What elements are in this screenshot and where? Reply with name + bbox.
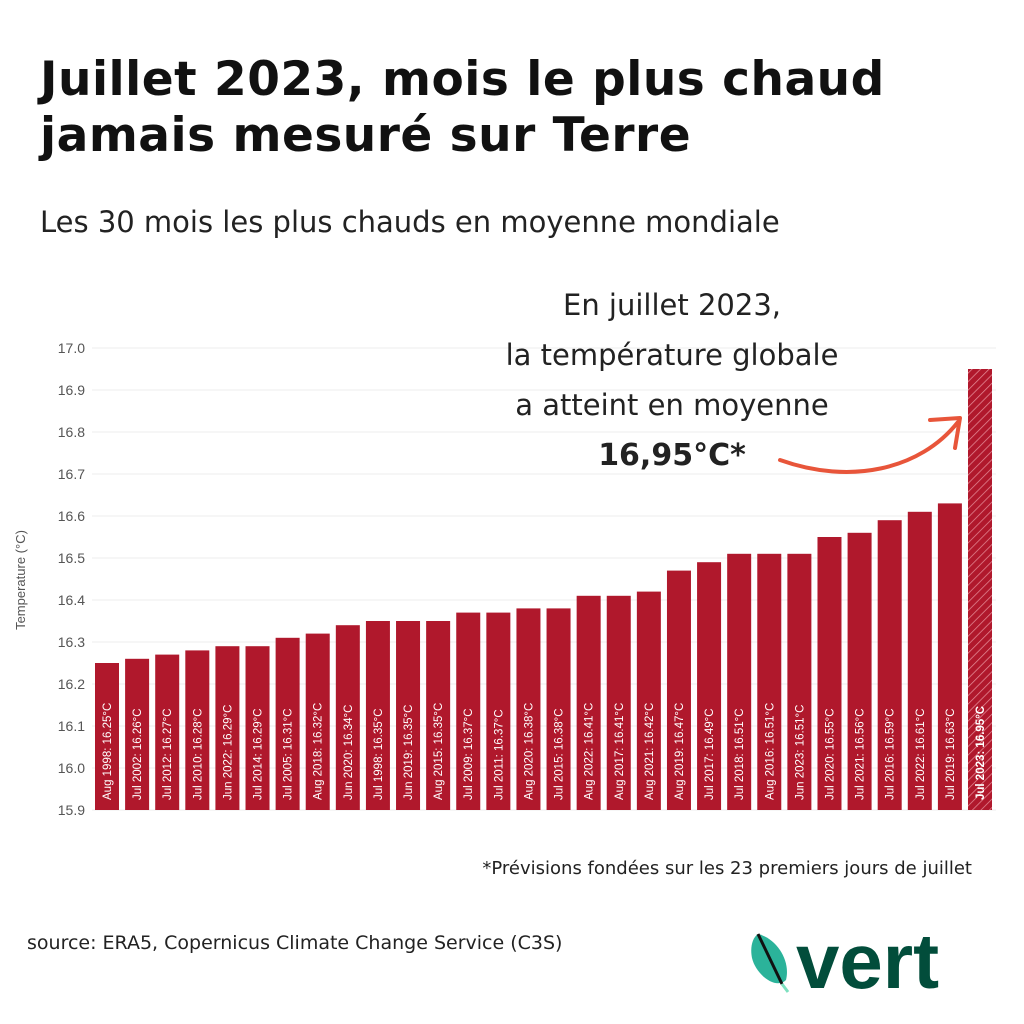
bar-label: Jul 2012: 16.27°C bbox=[162, 708, 174, 800]
bar-label: Jul 2009: 16.37°C bbox=[463, 708, 475, 800]
vert-logo: vert bbox=[746, 917, 1006, 1005]
bar-label: Aug 2020: 16.38°C bbox=[523, 703, 535, 800]
title-line-1: Juillet 2023, mois le plus chaud bbox=[40, 52, 885, 107]
y-tick-label: 16.8 bbox=[58, 424, 85, 440]
bar bbox=[486, 612, 511, 810]
bar-chart: Aug 1998: 16.25°C Jul 2002: 16.26°C Jul 20… bbox=[13, 340, 996, 818]
bar bbox=[125, 658, 150, 810]
source-text: source: ERA5, Copernicus Climate Change … bbox=[27, 932, 563, 954]
subtitle: Les 30 mois les plus chauds en moyenne m… bbox=[40, 205, 780, 239]
bar bbox=[817, 537, 842, 810]
footnote: *Prévisions fondées sur les 23 premiers … bbox=[482, 858, 972, 879]
bar bbox=[907, 511, 932, 810]
bar bbox=[757, 553, 782, 810]
bar-label: Jul 2005: 16.31°C bbox=[283, 708, 295, 800]
bar bbox=[697, 562, 722, 810]
bar bbox=[215, 646, 240, 810]
y-tick-label: 16.1 bbox=[58, 718, 85, 734]
bar-label: Jul 2015: 16.38°C bbox=[554, 708, 566, 800]
annotation-highlight: 16,95°C* bbox=[598, 438, 746, 473]
bar-label: Jul 2002: 16.26°C bbox=[132, 708, 144, 800]
bar bbox=[968, 369, 992, 810]
bar bbox=[546, 608, 571, 810]
bar-label: Jul 2020: 16.55°C bbox=[824, 708, 836, 800]
bar-label: Aug 2017: 16.41°C bbox=[614, 703, 626, 800]
annotation: En juillet 2023, la température globale … bbox=[452, 280, 892, 481]
y-tick-label: 16.5 bbox=[58, 550, 85, 566]
bar bbox=[95, 663, 119, 810]
bar-label: Aug 2015: 16.35°C bbox=[433, 703, 445, 800]
leaf-icon: vert bbox=[751, 917, 939, 1005]
bar-label: Jul 1998: 16.35°C bbox=[373, 708, 385, 800]
y-tick-label: 16.2 bbox=[58, 676, 85, 692]
bar bbox=[666, 570, 691, 810]
bar-label: Aug 2016: 16.51°C bbox=[764, 703, 776, 800]
bar-label: Jun 2023: 16.51°C bbox=[794, 705, 806, 800]
y-tick-label: 16.3 bbox=[58, 634, 85, 650]
bar bbox=[155, 654, 180, 810]
bar-label: Jul 2022: 16.61°C bbox=[915, 708, 927, 800]
bar bbox=[275, 637, 300, 810]
bar-label: Aug 2022: 16.41°C bbox=[584, 703, 596, 800]
bar bbox=[516, 608, 541, 810]
bar-label: Aug 2018: 16.32°C bbox=[313, 703, 325, 800]
bar bbox=[245, 646, 270, 810]
bar bbox=[335, 625, 360, 810]
title-line-2: jamais mesuré sur Terre bbox=[40, 108, 692, 163]
bar bbox=[727, 553, 752, 810]
bar-label: Jul 2010: 16.28°C bbox=[192, 708, 204, 800]
bar-label: Jul 2019: 16.63°C bbox=[945, 708, 957, 800]
bar-label: Aug 2019: 16.47°C bbox=[674, 703, 686, 800]
bar bbox=[365, 621, 390, 810]
y-tick-label: 15.9 bbox=[58, 802, 85, 818]
bar-label: Jul 2018: 16.51°C bbox=[734, 708, 746, 800]
y-tick-label: 16.0 bbox=[58, 760, 85, 776]
bar bbox=[576, 595, 601, 810]
bar-label: Jun 2019: 16.35°C bbox=[403, 705, 415, 800]
bar-label: Aug 1998: 16.25°C bbox=[102, 703, 114, 800]
bar bbox=[787, 553, 812, 810]
bar bbox=[847, 532, 872, 810]
annotation-line-2: la température globale bbox=[505, 338, 839, 372]
bar-label: Jun 2020: 16.34°C bbox=[343, 705, 355, 800]
bar bbox=[185, 650, 210, 810]
bar bbox=[877, 520, 902, 810]
logo-text: vert bbox=[796, 920, 939, 1000]
bar-label: Jul 2016: 16.59°C bbox=[885, 708, 897, 800]
bar-label: Jun 2022: 16.29°C bbox=[222, 705, 234, 800]
y-tick-label: 16.6 bbox=[58, 508, 85, 524]
bar-label: Jul 2021: 16.56°C bbox=[855, 708, 867, 800]
page-title: Juillet 2023, mois le plus chaud jamais … bbox=[40, 52, 885, 164]
bar-label: Jul 2011: 16.37°C bbox=[493, 709, 505, 800]
bar bbox=[305, 633, 330, 810]
bar bbox=[396, 621, 421, 810]
bar bbox=[606, 595, 631, 810]
bar bbox=[426, 621, 451, 810]
bar-label: Aug 2021: 16.42°C bbox=[644, 703, 656, 800]
annotation-line-1: En juillet 2023, bbox=[563, 288, 781, 322]
y-tick-label: 16.4 bbox=[58, 592, 85, 608]
bar bbox=[636, 591, 661, 810]
y-axis-label: Temperature (°C) bbox=[13, 530, 28, 630]
y-tick-label: 16.9 bbox=[58, 382, 85, 398]
bar-label: Jul 2023: 16.95°C bbox=[975, 706, 987, 800]
bar bbox=[937, 503, 962, 810]
bar-label: Jul 2017: 16.49°C bbox=[704, 708, 716, 800]
y-tick-label: 16.7 bbox=[58, 466, 85, 482]
y-tick-label: 17.0 bbox=[58, 340, 85, 356]
bar-label: Jul 2014: 16.29°C bbox=[253, 708, 265, 800]
annotation-line-3: a atteint en moyenne bbox=[515, 388, 829, 422]
bar bbox=[456, 612, 481, 810]
